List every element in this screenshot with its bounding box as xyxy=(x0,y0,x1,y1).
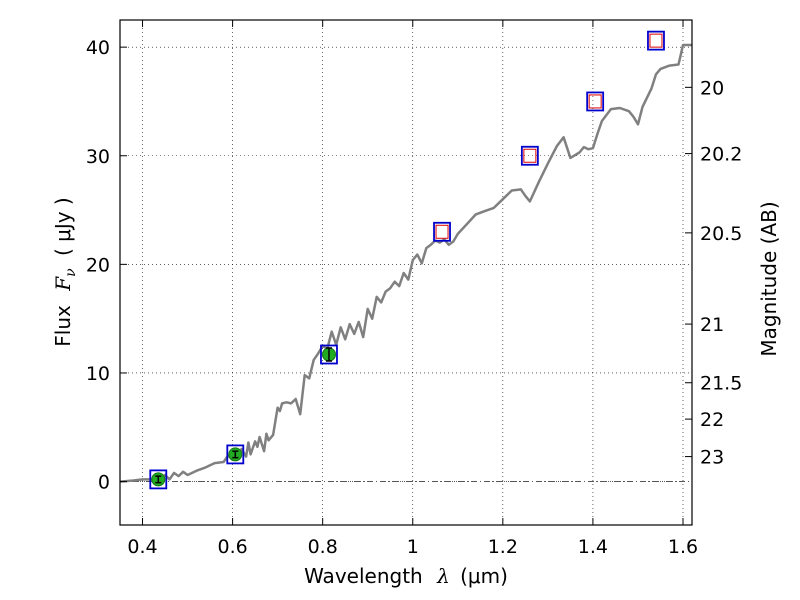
model-photometry-marker xyxy=(320,344,338,365)
model-photometry-marker xyxy=(149,469,168,490)
model-photometry-marker xyxy=(226,444,245,465)
y-axis-label-symbol: F xyxy=(51,276,75,292)
y-tick-label: 10 xyxy=(86,363,110,385)
plot-frame xyxy=(119,19,693,526)
upper-limit-marker xyxy=(649,33,663,48)
spectrum-line xyxy=(119,43,692,483)
x-tick-label: 1.4 xyxy=(578,536,608,558)
x-tick-label: 0.8 xyxy=(308,536,338,558)
x-axis-label: Wavelength λ (μm) xyxy=(304,564,508,588)
y-tick-label: 20 xyxy=(86,254,110,276)
right-axis-label: Magnitude (AB) xyxy=(757,201,781,356)
right-tick-label: 21 xyxy=(700,314,724,336)
model-photometry-marker xyxy=(520,145,539,166)
y-tick-label: 40 xyxy=(86,37,110,59)
right-tick-label: 22 xyxy=(700,409,724,431)
x-tick-label: 1.6 xyxy=(668,536,698,558)
y-axis-label-unit: ( μJy ) xyxy=(51,197,75,256)
y-axis-label-subscript: ν xyxy=(63,268,79,277)
grid-lines xyxy=(120,20,692,525)
x-tick-label: 0.4 xyxy=(127,536,157,558)
y-axis-label-prefix: Flux xyxy=(51,305,75,347)
model-photometry-marker xyxy=(647,30,665,51)
right-tick-label: 20 xyxy=(700,77,724,99)
y-tick-label: 0 xyxy=(98,472,110,494)
x-axis-label-prefix: Wavelength xyxy=(304,564,423,588)
spectrum-layer xyxy=(119,43,692,483)
x-tick-label: 1 xyxy=(407,536,419,558)
upper-limit-marker xyxy=(435,224,449,239)
x-axis-label-unit: (μm) xyxy=(460,564,508,588)
y-axis-label: Flux Fν ( μJy ) xyxy=(51,197,80,346)
upper-limit-marker xyxy=(523,148,537,163)
tick-layer: 0.4 0.6 0.8 1 1.2 1.4 1.6 0 10 20 30 40 20 20.2 20.5 21… xyxy=(86,20,742,558)
y-tick-label: 30 xyxy=(86,146,110,168)
right-tick-label: 21.5 xyxy=(700,373,742,395)
right-tick-label: 20.5 xyxy=(700,223,742,245)
upper-limit-marker xyxy=(588,94,602,109)
x-tick-label: 0.6 xyxy=(217,536,247,558)
x-tick-label: 1.2 xyxy=(488,536,518,558)
model-photometry-marker xyxy=(586,91,605,112)
right-tick-label: 20.2 xyxy=(700,144,742,166)
model-photometry-marker xyxy=(433,221,451,242)
marker-layer xyxy=(149,30,665,490)
x-axis-label-symbol: λ xyxy=(436,564,450,588)
right-tick-label: 23 xyxy=(700,447,724,469)
